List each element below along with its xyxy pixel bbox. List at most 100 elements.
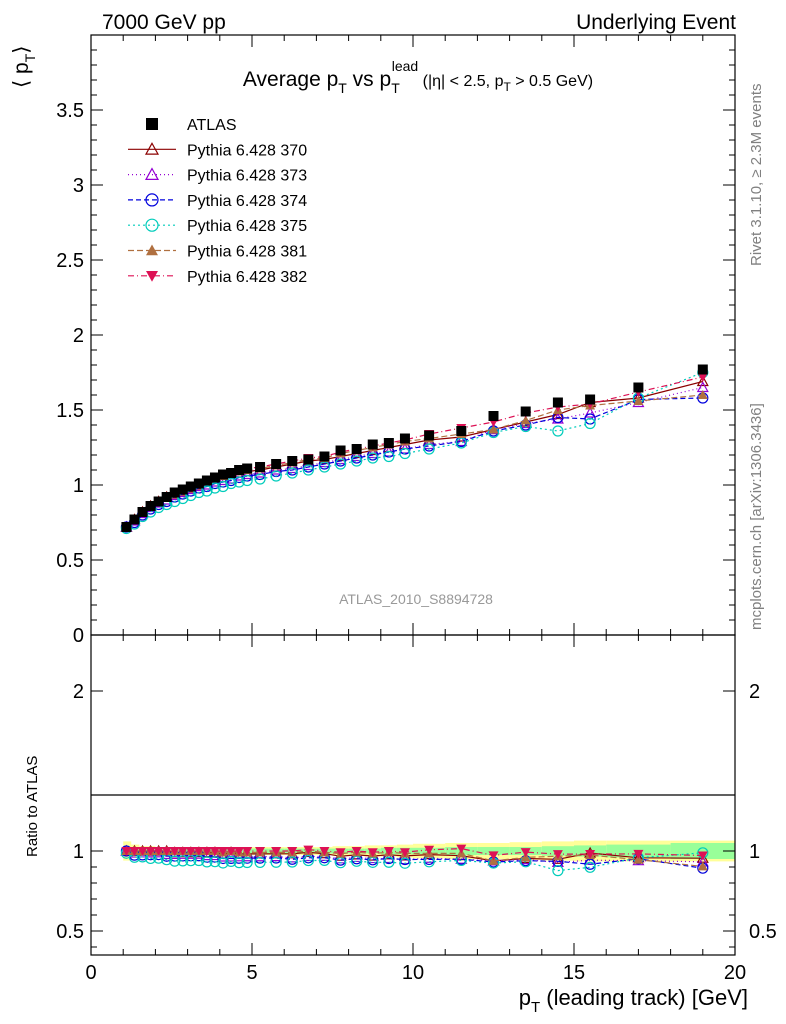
data-point <box>242 463 253 474</box>
ratio-y-tick-label-right: 2 <box>749 681 760 703</box>
ratio-point <box>286 856 298 868</box>
ratio-point <box>217 857 229 869</box>
main-y-axis-label: ⟨ pT⟩ <box>10 46 38 88</box>
series-group <box>121 364 708 532</box>
mc-point <box>241 474 253 487</box>
ratio-point <box>209 856 221 868</box>
ratio-point <box>584 861 596 873</box>
mc-point <box>225 477 237 490</box>
data-point <box>335 445 346 456</box>
ratio-point <box>208 849 221 861</box>
ratio-point <box>585 850 596 860</box>
mc-point <box>488 424 499 434</box>
header-left-label: 7000 GeV pp <box>102 11 226 34</box>
mc-point <box>383 450 395 463</box>
mc-point <box>233 476 245 488</box>
data-point <box>520 406 531 417</box>
data-point <box>697 364 708 375</box>
ratio-point <box>270 856 282 868</box>
mc-point <box>552 425 564 437</box>
mc-point <box>399 447 411 460</box>
ratio-series-line <box>126 852 703 872</box>
legend-label: Pythia 6.428 381 <box>187 244 307 261</box>
ratio-series-line <box>126 850 703 862</box>
data-point <box>201 475 212 486</box>
ratio-point <box>552 865 564 877</box>
ratio-series-line <box>126 850 703 867</box>
legend-label: Pythia 6.428 373 <box>187 168 307 185</box>
ratio-point <box>697 861 708 871</box>
ratio-point <box>455 852 468 864</box>
ratio-point <box>145 847 156 856</box>
ratio-point <box>552 850 563 860</box>
ratio-point <box>185 847 196 856</box>
ratio-point <box>177 847 188 856</box>
ratio-point <box>271 847 282 856</box>
ratio-point <box>383 856 395 868</box>
ratio-y-axis-label: Ratio to ATLAS <box>24 756 41 857</box>
ratio-point <box>399 848 410 858</box>
ratio-y-tick-label-left: 0.5 <box>56 921 84 943</box>
stat-band-green <box>477 847 510 855</box>
ratio-point <box>254 856 266 869</box>
ratio-point <box>351 855 363 867</box>
legend-label: Pythia 6.428 370 <box>187 142 307 159</box>
ratio-point <box>169 855 181 867</box>
data-point <box>271 459 282 469</box>
legend-marker <box>145 218 159 232</box>
ratio-series-line <box>126 850 703 869</box>
ratio-series-line <box>126 847 703 857</box>
ratio-plot-marks <box>120 844 709 877</box>
ratio-y-tick-label-right: 0.5 <box>749 921 777 943</box>
ratio-point <box>697 851 708 861</box>
ratio-point <box>287 847 298 856</box>
ratio-panel: 0.5 0.51 12 20 5 10 15 20 Ratio to ATLAS pT (le… <box>24 634 777 1016</box>
data-point <box>145 501 156 511</box>
legend: ATLAS Pythia 6.428 370 Pythia 6.428 373 Pyt… <box>128 117 307 286</box>
mc-point <box>270 470 282 482</box>
x-tick-label: 10 <box>402 962 424 984</box>
main-y-tick-label: 0 <box>73 625 84 647</box>
ratio-point <box>161 847 172 856</box>
legend-label: Pythia 6.428 374 <box>187 193 307 210</box>
ratio-point <box>303 845 314 855</box>
data-point <box>585 394 596 405</box>
data-point <box>209 472 220 483</box>
ratio-point <box>241 856 253 869</box>
data-point <box>129 514 140 525</box>
mc-point <box>217 480 229 493</box>
ratio-point <box>383 847 394 856</box>
ratio-point <box>153 847 164 856</box>
data-point <box>218 469 229 480</box>
ratio-point <box>193 847 204 856</box>
ratio-point <box>335 848 346 858</box>
data-point <box>177 484 188 495</box>
ratio-point <box>456 844 467 854</box>
data-point <box>185 481 196 492</box>
ratio-axis-ticks: 0.5 0.51 12 20 5 10 15 20 <box>56 635 777 984</box>
ratio-point <box>201 847 212 856</box>
legend-marker <box>144 167 160 180</box>
data-point <box>383 438 394 448</box>
data-point <box>488 411 499 421</box>
main-y-tick-label: 0.5 <box>56 550 84 572</box>
data-point <box>287 456 298 466</box>
legend-marker <box>146 118 158 130</box>
data-point <box>351 444 362 454</box>
mc-point <box>697 390 708 399</box>
data-point <box>234 465 245 475</box>
ratio-point <box>218 847 229 856</box>
mcplots-source-label: mcplots.cern.ch [arXiv:1306.3436] <box>748 403 765 630</box>
ratio-point <box>209 847 220 856</box>
mc-point <box>584 406 597 418</box>
legend-marker <box>146 271 158 282</box>
ratio-point <box>584 858 596 870</box>
legend-label: ATLAS <box>187 117 237 134</box>
mc-point <box>254 473 266 485</box>
x-tick-label: 15 <box>563 962 585 984</box>
main-y-tick-label: 3 <box>73 175 84 197</box>
main-y-tick-label: 3.5 <box>56 100 84 122</box>
ratio-point <box>233 857 245 869</box>
ratio-point <box>242 847 253 856</box>
data-point <box>552 397 563 408</box>
